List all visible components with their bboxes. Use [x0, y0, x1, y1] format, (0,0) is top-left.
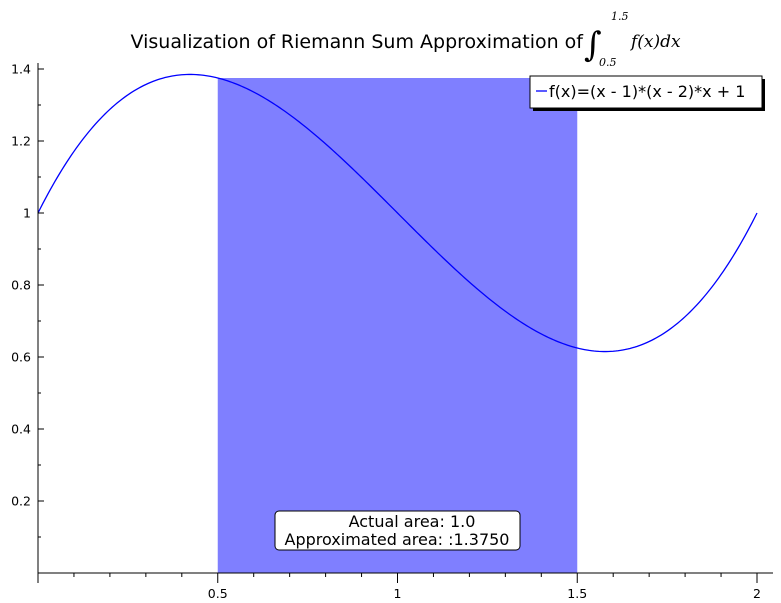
- legend-label: f(x)=(x - 1)*(x - 2)*x + 1: [549, 82, 745, 101]
- chart-title: Visualization of Riemann Sum Approximati…: [131, 10, 682, 69]
- y-ticks: 0.2 0.4 0.6 0.8 1 1.2 1.4: [11, 62, 44, 538]
- function-curve: [37, 73, 758, 353]
- annotation-box: [274, 510, 521, 551]
- riemann-rectangles: [217, 78, 578, 573]
- approximated-area-label: Approximated area: :1.3750: [285, 530, 510, 549]
- y-tick-label: 0.4: [11, 422, 31, 437]
- integral-integrand: f(x)dx: [629, 32, 681, 52]
- actual-area-label: Actual area: 1.0: [349, 512, 476, 531]
- chart-title-text: Visualization of Riemann Sum Approximati…: [131, 31, 585, 53]
- function-curves: [37, 73, 758, 353]
- area-annotation: Actual area: 1.0 Approximated area: :1.3…: [274, 510, 521, 551]
- riemann-rectangle: [217, 78, 578, 573]
- y-tick-label: 0.6: [11, 350, 31, 365]
- legend: f(x)=(x - 1)*(x - 2)*x + 1: [529, 75, 765, 111]
- x-tick-label: 0.5: [208, 586, 228, 601]
- y-tick-label: 0.2: [11, 494, 31, 509]
- integral-lower-bound: 0.5: [599, 56, 617, 69]
- x-tick-label: 1: [394, 586, 402, 601]
- legend-box: [529, 75, 763, 109]
- integral-sign: ∫: [584, 25, 602, 65]
- x-ticks: 0.5 1 1.5 2: [37, 573, 761, 601]
- x-tick-label: 2: [753, 586, 761, 601]
- integral-upper-bound: 1.5: [611, 10, 629, 23]
- x-tick-label: 1.5: [567, 586, 587, 601]
- axes: [37, 63, 773, 583]
- y-tick-label: 1.4: [11, 62, 31, 77]
- y-tick-label: 1: [23, 206, 31, 221]
- y-tick-label: 0.8: [11, 278, 31, 293]
- y-tick-label: 1.2: [11, 134, 31, 149]
